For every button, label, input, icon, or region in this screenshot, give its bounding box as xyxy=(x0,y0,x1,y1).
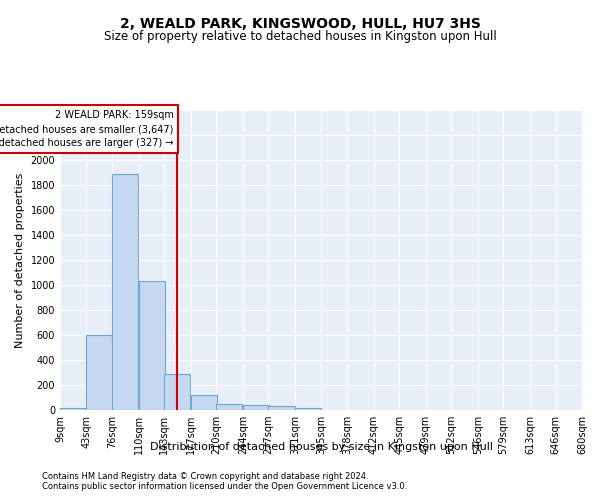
Bar xyxy=(139,281,164,410)
Text: Contains public sector information licensed under the Open Government Licence v3: Contains public sector information licen… xyxy=(42,482,407,491)
Y-axis label: Number of detached properties: Number of detached properties xyxy=(15,172,25,348)
Bar xyxy=(191,395,217,410)
Bar xyxy=(217,404,242,410)
Bar xyxy=(243,405,269,410)
Bar xyxy=(164,374,190,410)
Text: Distribution of detached houses by size in Kingston upon Hull: Distribution of detached houses by size … xyxy=(149,442,493,452)
Text: Size of property relative to detached houses in Kingston upon Hull: Size of property relative to detached ho… xyxy=(104,30,496,43)
Bar xyxy=(295,408,321,410)
Text: 2 WEALD PARK: 159sqm
← 92% of detached houses are smaller (3,647)
8% of semi-det: 2 WEALD PARK: 159sqm ← 92% of detached h… xyxy=(0,110,173,148)
Bar xyxy=(60,408,86,410)
Bar xyxy=(268,406,295,410)
Bar xyxy=(112,174,138,410)
Bar xyxy=(86,335,113,410)
Text: 2, WEALD PARK, KINGSWOOD, HULL, HU7 3HS: 2, WEALD PARK, KINGSWOOD, HULL, HU7 3HS xyxy=(119,18,481,32)
Text: Contains HM Land Registry data © Crown copyright and database right 2024.: Contains HM Land Registry data © Crown c… xyxy=(42,472,368,481)
